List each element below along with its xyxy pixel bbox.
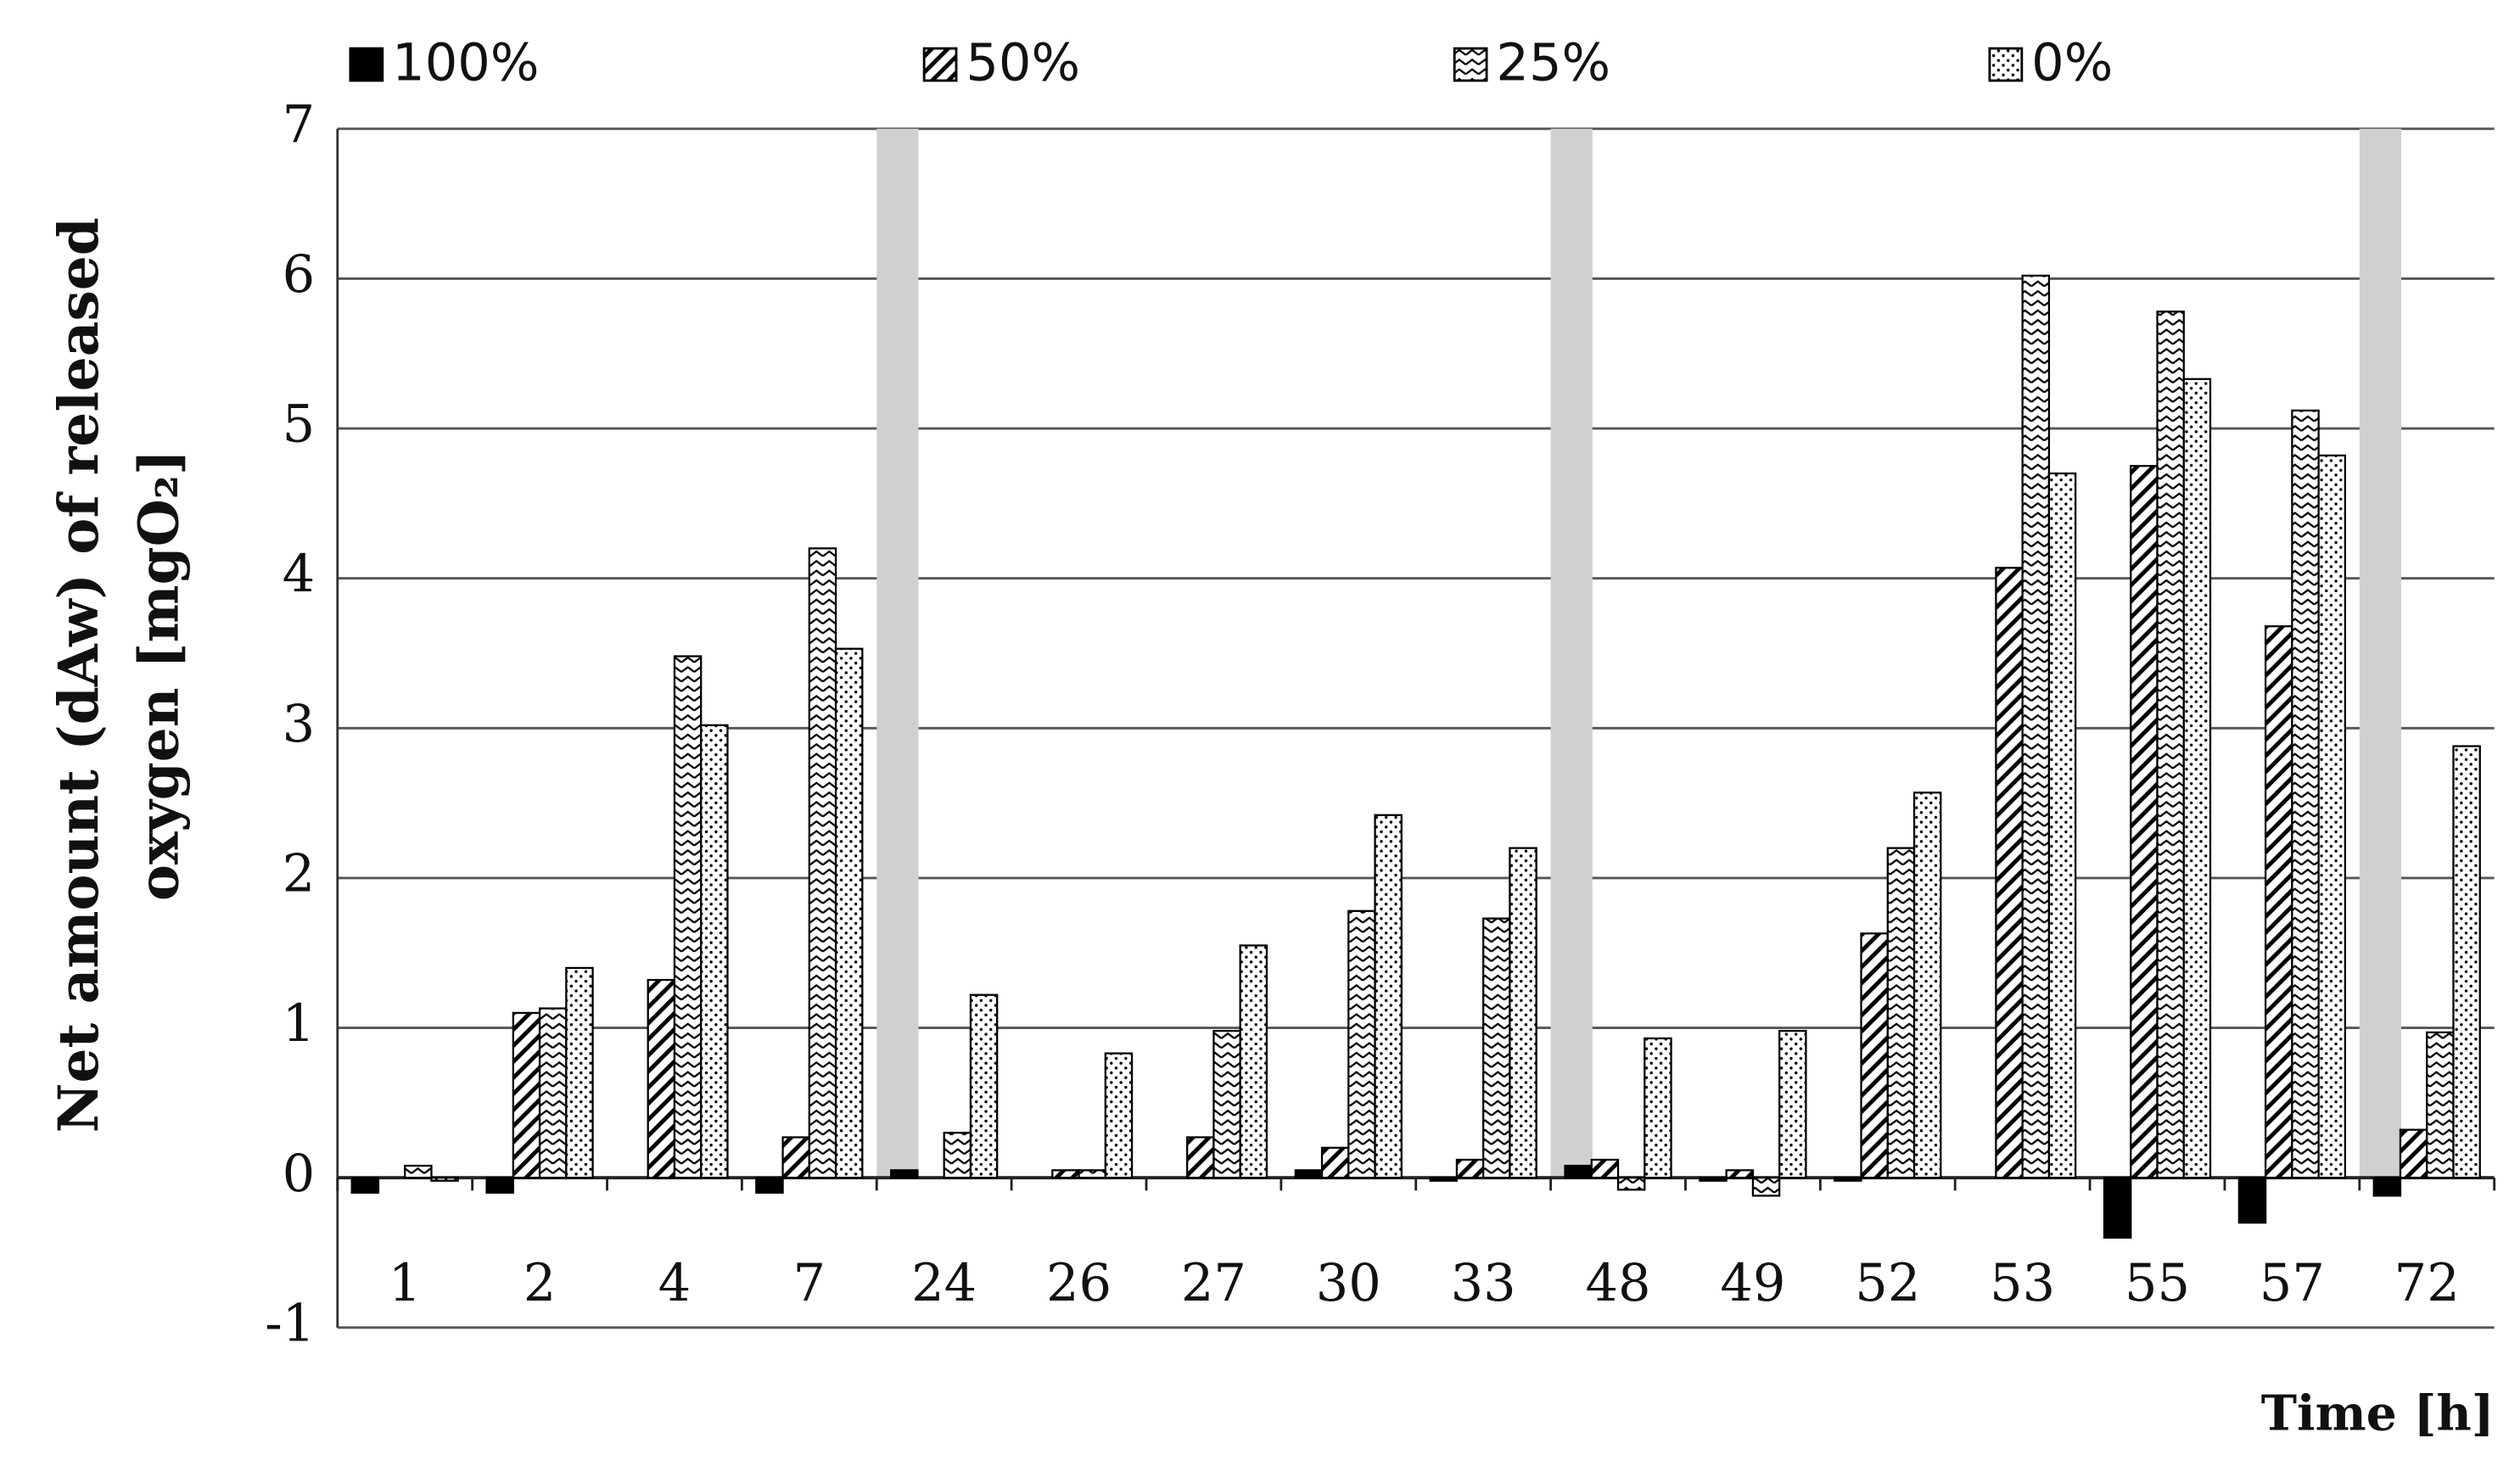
- bar: [890, 1169, 919, 1179]
- y-tick-label: 0: [283, 1144, 316, 1204]
- bar: [673, 655, 703, 1179]
- x-tick-label: 33: [1451, 1254, 1516, 1313]
- x-tick-label: 7: [793, 1254, 826, 1313]
- legend-label: 50%: [966, 34, 1080, 93]
- bar: [1320, 1146, 1350, 1179]
- x-axis-title: Time [h]: [2261, 1386, 2495, 1442]
- bar: [1590, 1158, 1620, 1179]
- bar: [1239, 944, 1268, 1179]
- x-tick-label: 2: [524, 1254, 557, 1313]
- x-tick-label: 27: [1181, 1254, 1246, 1313]
- bar: [2103, 1177, 2132, 1239]
- legend-label: 25%: [1496, 34, 1610, 93]
- bar: [2182, 378, 2212, 1179]
- bar: [2452, 745, 2481, 1179]
- bar: [350, 1177, 380, 1195]
- y-tick-label: 6: [283, 245, 316, 305]
- bar: [565, 966, 594, 1179]
- bar: [781, 1136, 810, 1179]
- legend-label: 0%: [2031, 34, 2113, 93]
- y-tick-label: 7: [283, 95, 316, 154]
- bar: [834, 647, 864, 1179]
- x-tick-label: 30: [1316, 1254, 1381, 1313]
- bar: [1051, 1169, 1080, 1179]
- bar: [1078, 1169, 1106, 1179]
- bar: [1995, 567, 2024, 1179]
- bar: [1509, 847, 1537, 1179]
- bar: [1886, 847, 1916, 1179]
- y-tick-label: 1: [283, 994, 316, 1054]
- x-tick-label: 48: [1585, 1254, 1650, 1313]
- bar: [2130, 465, 2159, 1179]
- bar: [1699, 1177, 1728, 1182]
- bar: [969, 993, 999, 1179]
- bar: [538, 1007, 568, 1179]
- day-separator: [876, 128, 919, 1178]
- bar: [647, 978, 676, 1179]
- bar: [1104, 1052, 1134, 1179]
- legend-swatch: [922, 47, 958, 82]
- bar: [700, 724, 729, 1179]
- bar: [943, 1132, 972, 1179]
- bar: [2264, 625, 2293, 1179]
- bar: [1482, 917, 1511, 1179]
- legend-swatch: [1988, 47, 2024, 82]
- x-tick-label: 53: [1990, 1254, 2055, 1313]
- bar: [808, 547, 837, 1179]
- bar: [2426, 1031, 2455, 1179]
- bar: [2237, 1177, 2267, 1224]
- x-tick-label: 24: [911, 1254, 977, 1313]
- x-tick-label: 4: [658, 1254, 692, 1313]
- bar: [1429, 1177, 1459, 1182]
- bar: [2399, 1128, 2428, 1179]
- bar: [1644, 1037, 1672, 1179]
- x-tick-label: 1: [389, 1254, 422, 1313]
- bar: [1616, 1177, 1646, 1191]
- x-tick-label: 55: [2125, 1254, 2190, 1313]
- y-tick-label: 2: [283, 845, 316, 904]
- bar: [1564, 1164, 1593, 1179]
- bar: [1455, 1158, 1485, 1179]
- day-separator: [2359, 128, 2402, 1178]
- bar: [1834, 1177, 1862, 1182]
- day-separator: [1550, 128, 1593, 1178]
- bar: [430, 1177, 459, 1182]
- x-tick-label: 72: [2394, 1254, 2460, 1313]
- legend-swatch: [349, 47, 384, 82]
- y-tick-label: 3: [283, 695, 316, 754]
- bar: [404, 1164, 433, 1179]
- bar: [1347, 909, 1376, 1179]
- bar: [2021, 274, 2051, 1179]
- bar: [2047, 472, 2077, 1179]
- y-axis-title: Net amount (dAw) of released: [48, 217, 111, 1133]
- x-tick-label: 57: [2260, 1254, 2325, 1313]
- x-tick-label: 52: [1855, 1254, 1920, 1313]
- bar: [1186, 1136, 1215, 1179]
- bar: [1294, 1169, 1324, 1179]
- y-tick-label: 5: [283, 395, 316, 455]
- legend-swatch: [1453, 47, 1488, 82]
- bar: [1751, 1177, 1781, 1197]
- bar: [512, 1011, 541, 1179]
- bar: [1912, 792, 1942, 1179]
- bar: [1778, 1029, 1807, 1179]
- legend-label: 100%: [392, 34, 539, 93]
- y-tick-label: -1: [265, 1294, 315, 1353]
- x-tick-label: 49: [1720, 1254, 1785, 1313]
- bar: [2372, 1177, 2402, 1197]
- y-axis-title: oxygen [mgO₂]: [128, 450, 192, 901]
- y-tick-label: 4: [283, 545, 316, 604]
- bar: [2317, 454, 2347, 1179]
- bar: [1860, 932, 1889, 1179]
- bar: [755, 1177, 784, 1195]
- bar: [1725, 1169, 1755, 1179]
- bar: [485, 1177, 514, 1195]
- x-tick-label: 26: [1046, 1254, 1112, 1313]
- bar: [1212, 1029, 1241, 1179]
- bar: [2156, 311, 2185, 1179]
- bar: [2291, 409, 2320, 1179]
- bar: [1374, 814, 1403, 1179]
